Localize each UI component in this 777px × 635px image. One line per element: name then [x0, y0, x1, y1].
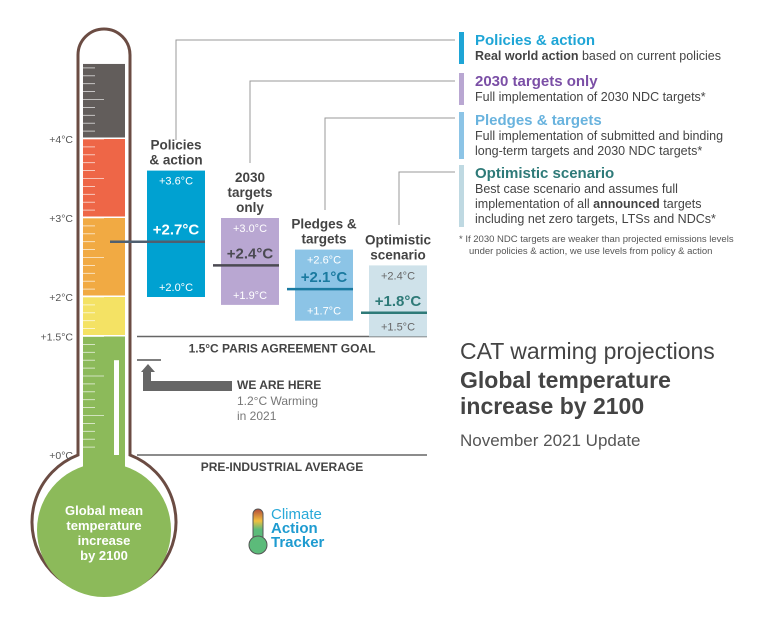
logo: Climate Action Tracker — [247, 507, 324, 561]
connector-line — [175, 39, 455, 140]
footnote: * If 2030 NDC targets are weaker than pr… — [459, 234, 734, 257]
scenario-name: only — [236, 200, 264, 215]
scenario-name: Policies — [150, 138, 201, 153]
axis-tick-label: +0°C — [49, 450, 73, 462]
scenario-name: Optimistic — [365, 232, 432, 247]
scenario-name: scenario — [370, 247, 426, 262]
update-date: November 2021 Update — [460, 431, 641, 450]
axis-tick-label: +2°C — [49, 292, 73, 304]
scenario-name: targets — [227, 185, 272, 200]
legend-title: Policies & action — [475, 32, 596, 49]
thermometer-label: increase — [78, 533, 131, 548]
thermometer-label: Global mean — [65, 503, 143, 518]
scenario-name: 2030 — [235, 170, 265, 185]
legend-title: 2030 targets only — [475, 73, 598, 90]
connector-line — [398, 171, 455, 225]
high-value-label: +2.6°C — [307, 255, 341, 267]
axis-tick-label: +1.5°C — [40, 332, 73, 344]
median-value-label: +2.7°C — [153, 222, 200, 239]
temperature-band — [83, 297, 125, 335]
temperature-band — [83, 139, 125, 217]
scenario-name: Pledges & — [291, 217, 357, 232]
scenario-name: targets — [301, 232, 346, 247]
temperature-band — [83, 218, 125, 296]
title-block: CAT warming projections Global temperatu… — [460, 338, 760, 451]
reference-label: PRE-INDUSTRIAL AVERAGE — [201, 460, 363, 474]
logo-line: Tracker — [271, 534, 325, 551]
legend-desc: Full implementation of 2030 NDC targets* — [475, 90, 706, 104]
legend-desc: based on current policies — [578, 49, 721, 63]
current-year-text: in 2021 — [237, 409, 277, 423]
median-value-label: +1.8°C — [375, 293, 422, 310]
axis-tick-label: +4°C — [49, 134, 73, 146]
chart-subtitle: Global temperature increase by 2100 — [460, 367, 671, 419]
median-value-label: +2.1°C — [301, 269, 348, 286]
legend-pledges-targets: Pledges & targets Full implementation of… — [459, 112, 745, 159]
thermometer-label: temperature — [66, 518, 141, 533]
high-value-label: +3.0°C — [233, 223, 267, 235]
projection-bar — [295, 249, 353, 321]
connector-line — [324, 117, 455, 210]
logo-thermometer-icon — [248, 508, 268, 555]
legend-title: Optimistic scenario — [475, 165, 615, 182]
legend-optimistic: Optimistic scenario Best case scenario a… — [459, 165, 745, 227]
logo-text: Climate Action Tracker — [271, 506, 325, 551]
high-value-label: +3.6°C — [159, 176, 193, 188]
low-value-label: +1.5°C — [381, 322, 415, 334]
thermometer-label: by 2100 — [80, 548, 128, 563]
legend-bold: announced — [593, 197, 660, 211]
logo-line: Climate — [271, 506, 322, 523]
thermometer-neck — [83, 453, 125, 483]
arrow-up-icon — [141, 364, 232, 391]
legend-desc: targets including net zero targets, LTSs… — [475, 197, 716, 226]
low-value-label: +1.9°C — [233, 290, 267, 302]
logo-line: Action — [271, 520, 318, 537]
chart-title: CAT warming projections — [460, 338, 715, 364]
legend-policies-action: Policies & action Real world action base… — [459, 32, 721, 64]
scenario-name: & action — [149, 153, 202, 168]
legend-bold: Real world action — [475, 49, 579, 63]
axis-tick-label: +3°C — [49, 213, 73, 225]
projection-bar — [221, 218, 279, 305]
high-value-label: +2.4°C — [381, 270, 415, 282]
median-value-label: +2.4°C — [227, 245, 274, 262]
legend-desc: Full implementation of submitted and bin… — [475, 129, 724, 158]
reference-label: 1.5°C PARIS AGREEMENT GOAL — [189, 342, 376, 356]
current-warming-text: 1.2°C Warming — [237, 394, 318, 408]
legend-desc: Best case scenario and assumes full impl… — [475, 182, 678, 211]
projection-bar — [147, 170, 205, 297]
current-level-bar — [114, 360, 119, 455]
thermometer-bulb — [37, 463, 171, 597]
temperature-band — [83, 63, 125, 138]
low-value-label: +2.0°C — [159, 282, 193, 294]
low-value-label: +1.7°C — [307, 306, 341, 318]
we-are-here-label: WE ARE HERE — [237, 378, 321, 392]
projection-bar — [369, 265, 427, 337]
connector-line — [249, 80, 455, 163]
legend-2030-targets: 2030 targets only Full implementation of… — [459, 73, 706, 105]
legend-title: Pledges & targets — [475, 112, 602, 129]
